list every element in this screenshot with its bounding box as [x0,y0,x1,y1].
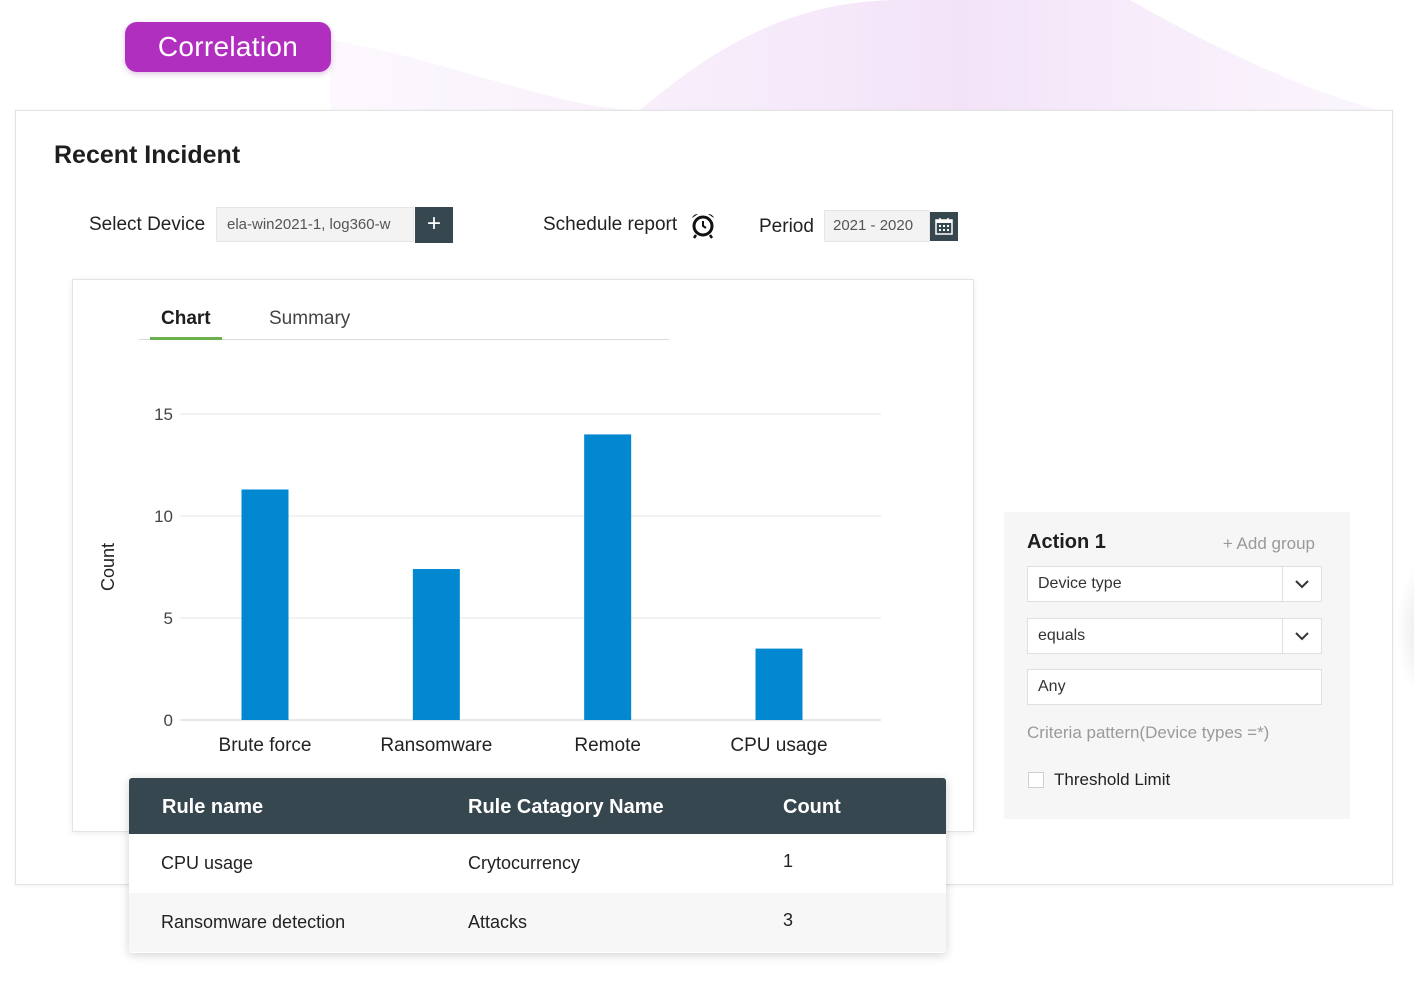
device-type-value: Device type [1038,575,1122,592]
cell-rule-category: Crytocurrency [468,853,581,873]
y-tick-label: 5 [164,609,173,628]
schedule-report-label[interactable]: Schedule report [543,214,678,235]
chevron-down-icon[interactable] [1282,567,1321,601]
y-tick-label: 15 [154,405,173,424]
alarm-clock-icon[interactable] [689,211,717,239]
chevron-down-icon[interactable] [1282,619,1321,653]
criteria-pattern-text: Criteria pattern(Device types =*) [1027,723,1270,742]
bar-chart: 0 5 10 15 Count Brute force Ransomware Remote CP… [98,405,881,756]
tab-summary[interactable]: Summary [269,308,351,329]
background-wave [330,0,1380,110]
header-count: Count [783,796,841,818]
device-type-select[interactable]: Device type [1027,566,1322,602]
calendar-icon [935,218,953,235]
cell-count: 1 [783,851,794,871]
add-group-link[interactable]: + Add group [1222,534,1315,553]
edge-shadow [1396,560,1414,700]
y-tick-label: 10 [154,507,173,526]
value-input[interactable]: Any [1027,669,1322,705]
period-field[interactable]: 2021 - 2020 [824,210,930,242]
x-tick-label: Brute force [219,735,312,756]
bar [755,648,803,720]
bar [584,434,632,720]
bar [241,489,289,720]
recent-incident-card: Recent Incident Select Device ela-win202… [15,110,1393,885]
y-axis-label: Count [98,543,118,591]
cell-count: 3 [783,910,794,930]
threshold-label: Threshold Limit [1054,770,1171,789]
header-rule-category: Rule Catagory Name [468,796,664,818]
chart-panel: Chart Summary 0 5 10 15 Count Brute force Rans… [72,279,974,832]
tabs-divider [139,339,669,340]
table-row[interactable]: Ransomware detection Attacks 3 [129,893,946,952]
tab-chart-underline [150,337,222,340]
device-select-field[interactable]: ela-win2021-1, log360-w [216,207,414,242]
header-rule-name: Rule name [162,796,264,818]
y-tick-label: 0 [164,711,173,730]
card-title: Recent Incident [54,141,241,169]
operator-value: equals [1038,627,1086,644]
x-tick-label: Ransomware [380,735,492,756]
action-title: Action 1 [1027,531,1106,553]
x-tick-label: CPU usage [730,735,827,756]
action-panel: Action 1 + Add group Device type equals … [1004,512,1350,819]
bar [412,569,460,720]
operator-select[interactable]: equals [1027,618,1322,654]
tab-chart[interactable]: Chart [161,308,211,329]
threshold-checkbox[interactable] [1028,772,1044,788]
cell-rule-name: Ransomware detection [161,912,346,932]
period-label: Period [759,216,814,237]
rules-table: Rule name Rule Catagory Name Count CPU u… [129,778,946,953]
table-header: Rule name Rule Catagory Name Count [129,778,946,834]
calendar-button[interactable] [930,212,958,241]
x-tick-label: Remote [574,735,641,756]
cell-rule-category: Attacks [468,912,528,932]
value-text: Any [1038,678,1066,695]
add-device-button[interactable]: + [415,207,453,243]
select-device-label: Select Device [89,214,206,235]
table-row[interactable]: CPU usage Crytocurrency 1 [129,834,946,893]
cell-rule-name: CPU usage [161,853,254,873]
correlation-badge: Correlation [125,22,331,72]
